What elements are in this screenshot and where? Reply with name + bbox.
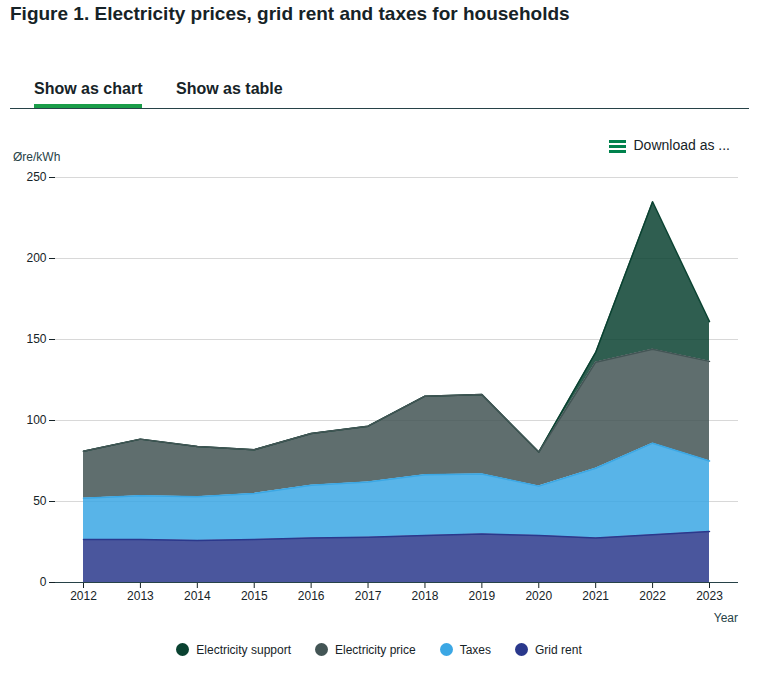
svg-text:150: 150 [26, 332, 46, 346]
html-text:Show as table: Show as table [176, 80, 283, 97]
svg-text:200: 200 [26, 251, 46, 265]
svg-text:0: 0 [40, 575, 47, 589]
html-text:Download as ...: Download as ... [633, 137, 730, 153]
html-text:Electricity support: Electricity support [196, 643, 291, 657]
html-text:Grid rent: Grid rent [535, 643, 582, 657]
svg-text:2020: 2020 [525, 589, 552, 603]
svg-text:2019: 2019 [469, 589, 496, 603]
svg-text:100: 100 [26, 413, 46, 427]
svg-text:2012: 2012 [70, 589, 97, 603]
svg-text:2013: 2013 [127, 589, 154, 603]
svg-text:2021: 2021 [582, 589, 609, 603]
html-text:Year: Year [713, 611, 738, 625]
html-text:Electricity price: Electricity price [335, 643, 416, 657]
html-text:Show as chart: Show as chart [34, 80, 143, 97]
svg-text:50: 50 [33, 494, 47, 508]
html-text:Figure 1. Electricity prices,: Figure 1. Electricity prices, grid rent … [10, 3, 570, 24]
svg-text:2017: 2017 [355, 589, 382, 603]
svg-text:250: 250 [26, 170, 46, 184]
svg-text:2018: 2018 [412, 589, 439, 603]
svg-text:2015: 2015 [241, 589, 268, 603]
svg-text:2022: 2022 [639, 589, 666, 603]
html-text:Øre/kWh: Øre/kWh [13, 150, 61, 164]
html-text:Taxes: Taxes [459, 643, 491, 657]
svg-text:2014: 2014 [184, 589, 211, 603]
svg-text:2023: 2023 [696, 589, 723, 603]
svg-text:2016: 2016 [298, 589, 325, 603]
